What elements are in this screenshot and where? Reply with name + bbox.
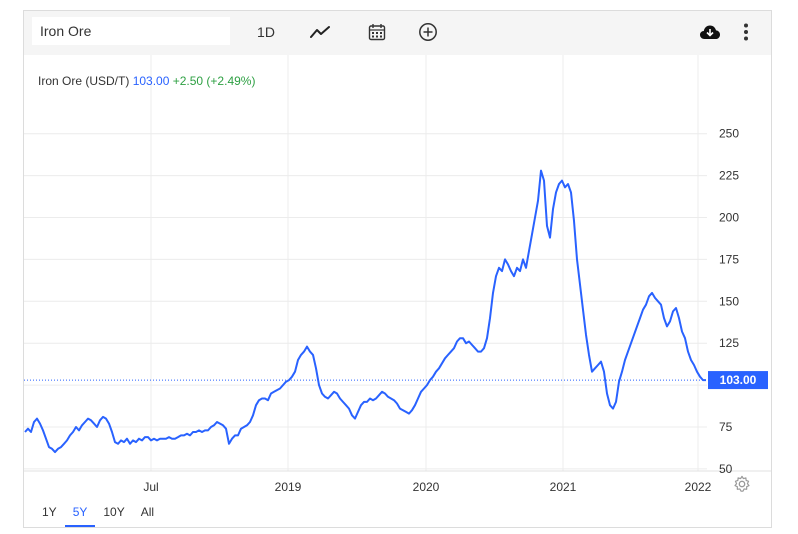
x-tick-label: 2022	[685, 480, 712, 494]
y-tick-label: 225	[719, 169, 739, 183]
calendar-button[interactable]	[363, 19, 391, 45]
add-comparison-button[interactable]	[414, 19, 442, 45]
x-tick-label: 2019	[275, 480, 302, 494]
range-selector: 1Y 5Y 10Y All	[34, 501, 162, 527]
gear-icon[interactable]	[733, 475, 751, 493]
plus-circle-icon	[419, 23, 437, 41]
cloud-download-icon	[700, 25, 720, 39]
more-options-button[interactable]	[736, 19, 756, 45]
download-button[interactable]	[697, 19, 723, 45]
range-10y[interactable]: 10Y	[103, 505, 125, 519]
range-1y[interactable]: 1Y	[42, 505, 57, 519]
x-tick-label: 2021	[550, 480, 577, 494]
y-tick-label: 75	[719, 420, 733, 434]
x-axis: Jul 2019 2020 2021 2022	[143, 480, 711, 494]
vertical-dots-icon	[744, 23, 748, 41]
interval-button[interactable]: 1D	[257, 24, 275, 40]
last-price-tag: 103.00	[708, 371, 768, 390]
y-tick-label: 200	[719, 211, 739, 225]
y-tick-label: 150	[719, 294, 739, 308]
x-tick-label: 2020	[413, 480, 440, 494]
legend-change: +2.50 (+2.49%)	[172, 74, 256, 88]
x-tick-label: Jul	[143, 480, 158, 494]
legend-symbol-name: Iron Ore (USD/T)	[38, 74, 130, 88]
chart-legend: Iron Ore (USD/T) 103.00 +2.50 (+2.49%)	[38, 74, 255, 88]
range-5y[interactable]: 5Y	[64, 501, 96, 527]
chart-grid	[24, 55, 771, 472]
calendar-icon	[368, 24, 386, 41]
last-price-label: 103.00	[720, 373, 757, 387]
line-chart-icon	[310, 26, 330, 38]
y-tick-label: 125	[719, 336, 739, 350]
y-axis: 5075100125150175200225250	[719, 127, 739, 476]
toolbar: 1D	[24, 11, 771, 55]
price-line	[24, 169, 706, 454]
y-tick-label: 50	[719, 462, 733, 476]
y-tick-label: 175	[719, 252, 739, 266]
symbol-search-input[interactable]	[32, 17, 230, 45]
y-tick-label: 250	[719, 127, 739, 141]
legend-price: 103.00	[132, 74, 170, 88]
chart-widget: 1D	[23, 10, 772, 528]
price-chart[interactable]: 5075100125150175200225250 Jul20192020202…	[24, 55, 771, 505]
line-chart-button[interactable]	[306, 19, 334, 45]
range-all[interactable]: All	[140, 505, 155, 519]
